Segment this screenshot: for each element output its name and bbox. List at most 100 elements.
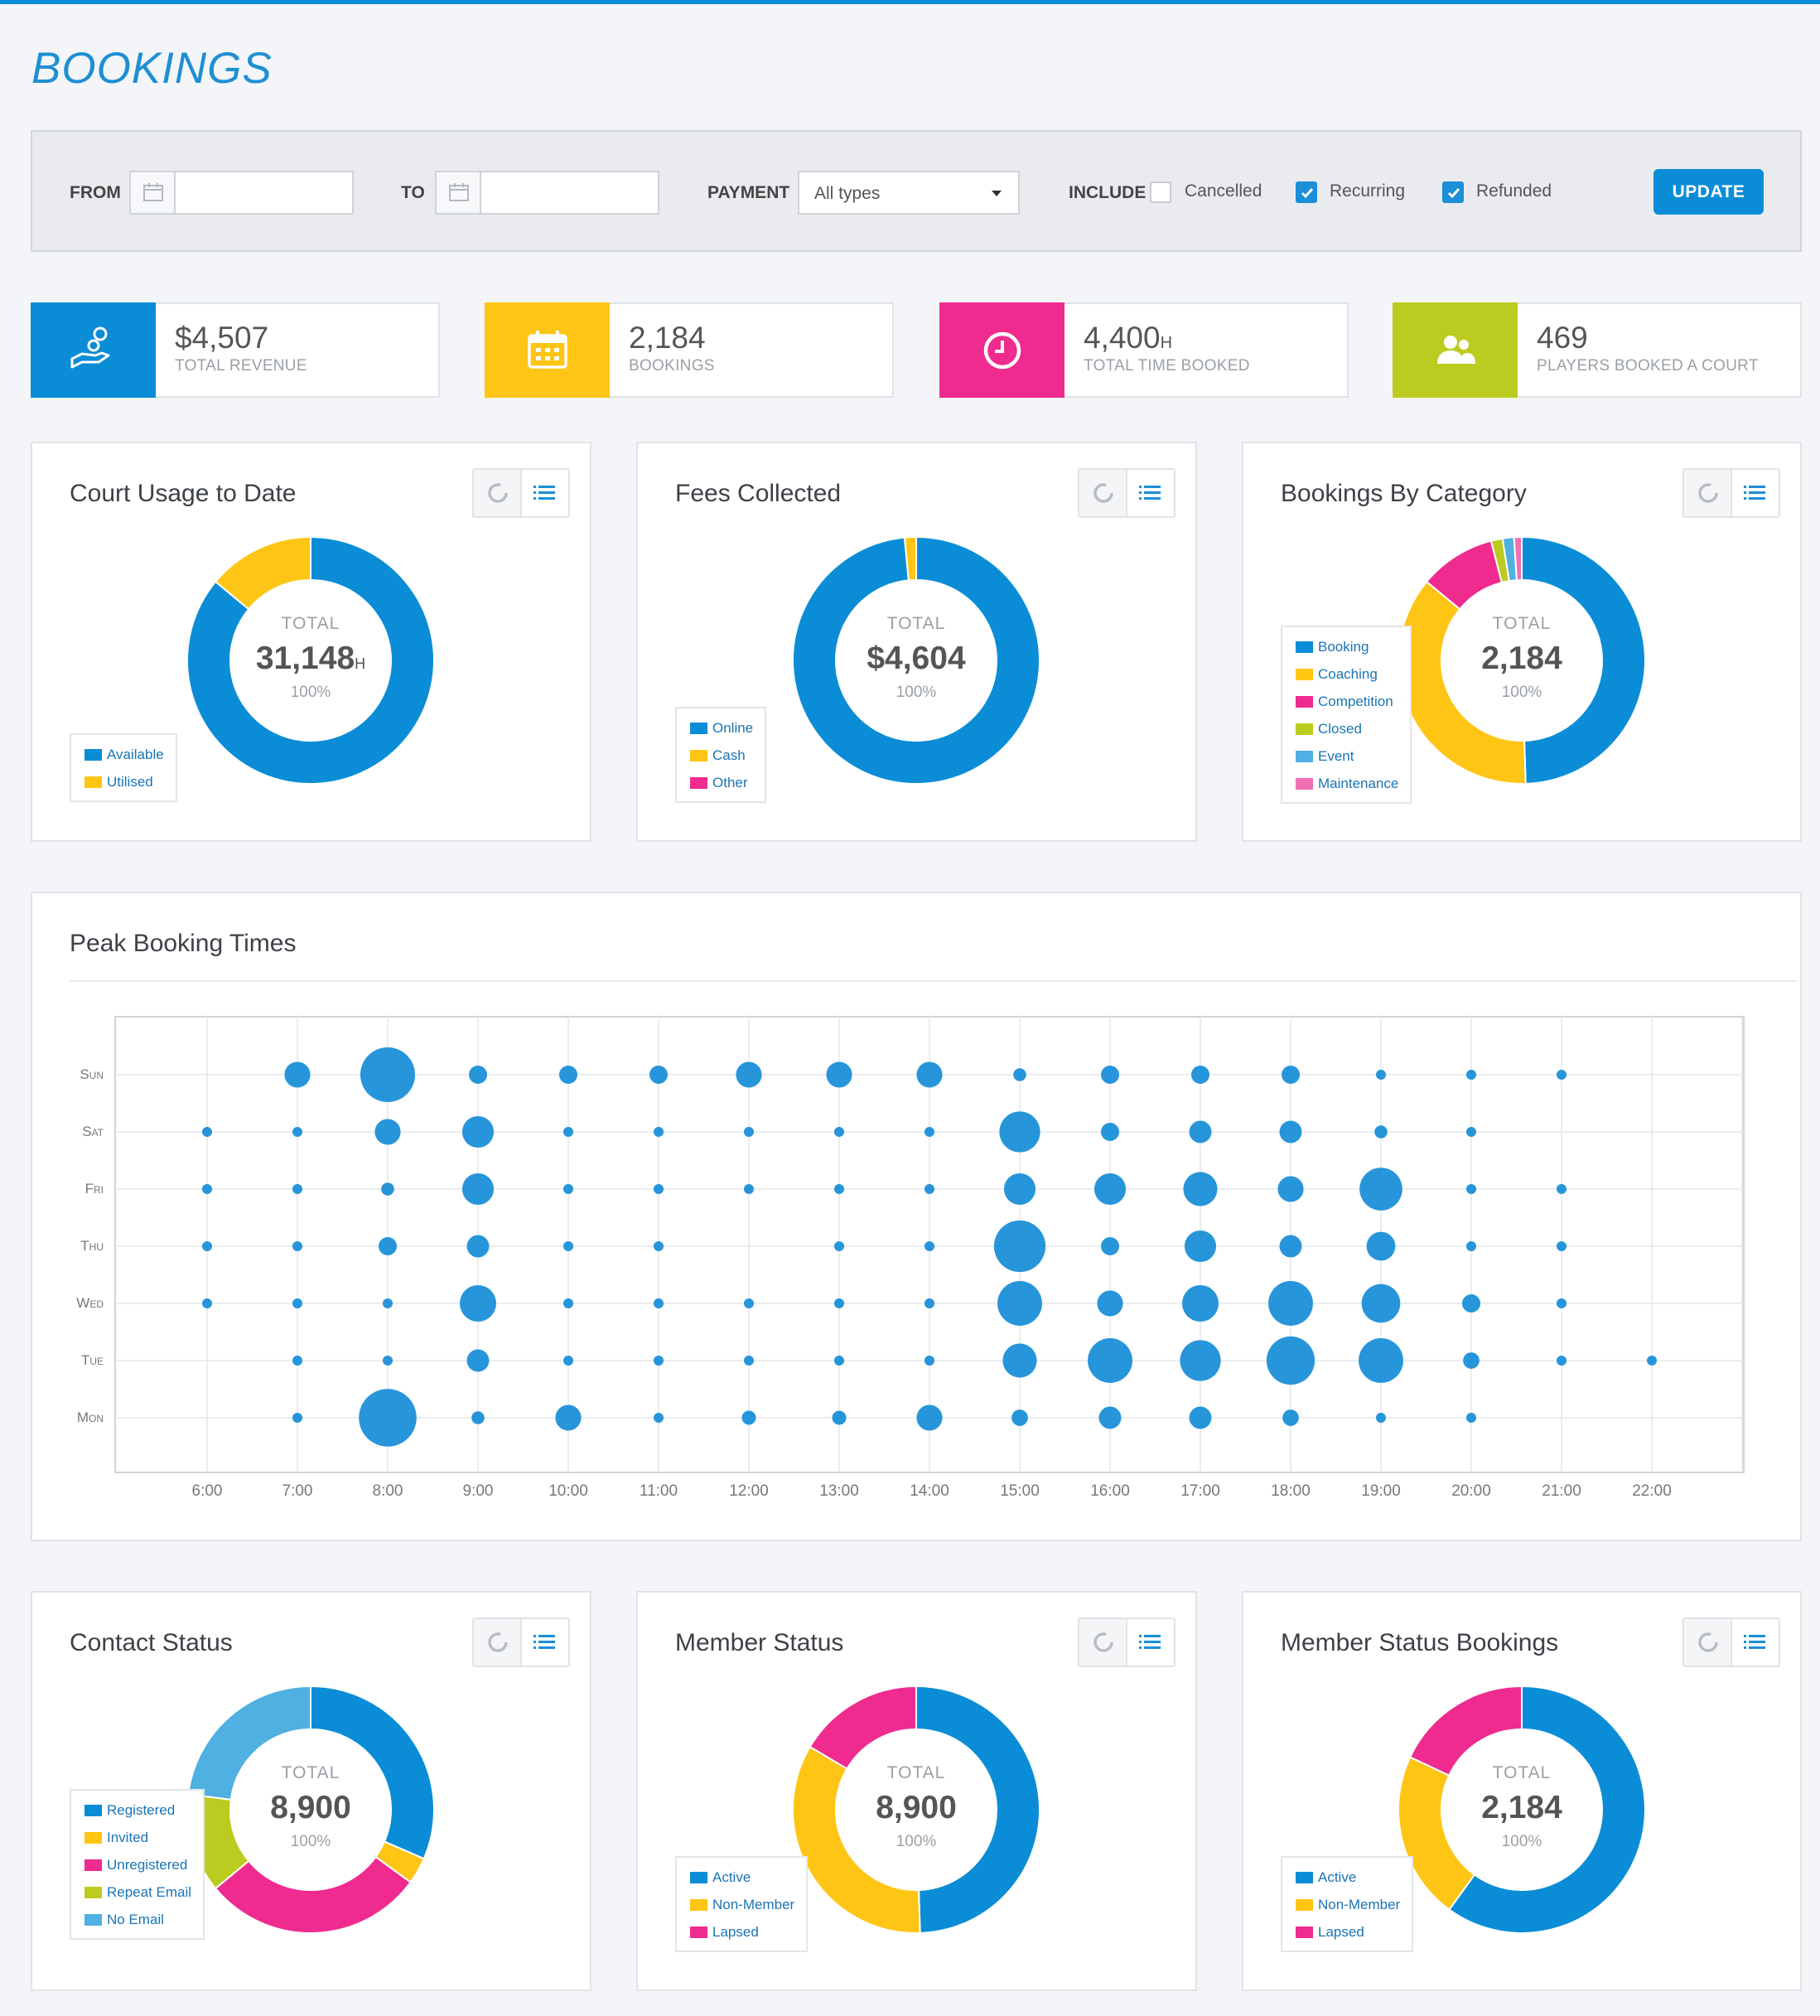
bubble-point[interactable] [292, 1183, 303, 1195]
refresh-icon[interactable] [1684, 1619, 1732, 1665]
bubble-point[interactable] [382, 1298, 393, 1309]
legend-item-competition[interactable]: Competition [1296, 688, 1398, 715]
bubble-point[interactable] [1465, 1069, 1477, 1081]
bubble-point[interactable] [562, 1126, 574, 1138]
bubble-point[interactable] [924, 1183, 935, 1195]
refresh-icon[interactable] [1684, 470, 1732, 516]
slice-active[interactable] [915, 1685, 1040, 1934]
bubble-point[interactable] [1013, 1068, 1026, 1081]
bubble-point[interactable] [284, 1061, 311, 1088]
bubble-point[interactable] [1097, 1290, 1123, 1317]
legend-item-active[interactable]: Active [1296, 1864, 1400, 1891]
bubble-point[interactable] [1556, 1240, 1567, 1252]
bubble-point[interactable] [1375, 1069, 1387, 1081]
bubble-point[interactable] [924, 1355, 935, 1366]
slice-booking[interactable] [1521, 535, 1646, 785]
bubble-point[interactable] [1180, 1340, 1221, 1381]
legend-item-maintenance[interactable]: Maintenance [1296, 770, 1398, 797]
bubble-point[interactable] [1465, 1126, 1477, 1138]
legend-item-booking[interactable]: Booking [1296, 633, 1398, 660]
bubble-point[interactable] [461, 1115, 495, 1148]
bubble-point[interactable] [833, 1355, 845, 1366]
slice-non-member[interactable] [792, 1745, 921, 1934]
bubble-point[interactable] [833, 1126, 845, 1138]
bubble-point[interactable] [1093, 1172, 1127, 1206]
legend-item-non-member[interactable]: Non-Member [690, 1891, 794, 1918]
legend-item-registered[interactable]: Registered [84, 1796, 191, 1824]
bubble-point[interactable] [466, 1235, 490, 1258]
bubble-point[interactable] [1282, 1066, 1300, 1084]
update-button[interactable]: UPDATE [1653, 169, 1764, 215]
bubble-point[interactable] [653, 1240, 664, 1252]
recurring-checkbox[interactable] [1296, 181, 1317, 203]
legend-item-repeat-email[interactable]: Repeat Email [84, 1878, 191, 1906]
bubble-point[interactable] [201, 1240, 213, 1252]
from-date-input[interactable] [129, 171, 354, 215]
bubble-point[interactable] [741, 1410, 756, 1425]
bubble-point[interactable] [653, 1126, 664, 1138]
slice-lapsed[interactable] [809, 1685, 917, 1770]
bubble-point[interactable] [653, 1183, 664, 1195]
bubble-point[interactable] [201, 1298, 213, 1309]
bubble-point[interactable] [360, 1047, 415, 1102]
bubble-point[interactable] [1182, 1285, 1219, 1322]
bubble-point[interactable] [1002, 1343, 1037, 1378]
legend-item-coaching[interactable]: Coaching [1296, 660, 1398, 688]
bubble-point[interactable] [997, 1281, 1042, 1326]
bubble-point[interactable] [1556, 1298, 1567, 1309]
bubble-point[interactable] [1003, 1172, 1036, 1206]
legend-item-closed[interactable]: Closed [1296, 715, 1398, 742]
bubble-point[interactable] [1361, 1284, 1401, 1323]
bubble-point[interactable] [833, 1298, 845, 1309]
bubble-point[interactable] [743, 1126, 755, 1138]
bubble-point[interactable] [374, 1119, 401, 1145]
bubble-point[interactable] [916, 1404, 943, 1431]
bubble-point[interactable] [381, 1182, 394, 1196]
legend-item-other[interactable]: Other [690, 769, 753, 796]
slice-online[interactable] [792, 535, 1040, 785]
legend-item-non-member[interactable]: Non-Member [1296, 1891, 1400, 1918]
bubble-point[interactable] [201, 1126, 213, 1138]
bubble-point[interactable] [832, 1410, 847, 1425]
bubble-point[interactable] [653, 1355, 664, 1366]
bubble-point[interactable] [1184, 1230, 1217, 1263]
slice-unregistered[interactable] [214, 1855, 412, 1934]
legend-item-no-email[interactable]: No Email [84, 1906, 191, 1933]
bubble-point[interactable] [1465, 1240, 1477, 1252]
bubble-point[interactable] [1191, 1066, 1209, 1084]
slice-utilised[interactable] [214, 535, 311, 611]
legend-item-lapsed[interactable]: Lapsed [1296, 1918, 1400, 1946]
bubble-point[interactable] [1465, 1412, 1477, 1424]
bubble-point[interactable] [1282, 1409, 1299, 1426]
bubble-point[interactable] [562, 1298, 574, 1309]
bubble-point[interactable] [471, 1411, 485, 1424]
bubble-point[interactable] [826, 1061, 852, 1088]
bubble-point[interactable] [924, 1240, 935, 1252]
bubble-point[interactable] [1098, 1406, 1122, 1429]
payment-select[interactable]: All types [798, 171, 1020, 215]
bubble-point[interactable] [916, 1061, 943, 1088]
bubble-point[interactable] [1462, 1294, 1480, 1313]
bubble-point[interactable] [466, 1349, 490, 1372]
bubble-point[interactable] [1359, 1168, 1402, 1211]
bubble-point[interactable] [359, 1389, 417, 1447]
refunded-checkbox[interactable] [1442, 181, 1464, 203]
bubble-point[interactable] [1556, 1355, 1567, 1366]
bubble-point[interactable] [1375, 1412, 1387, 1424]
bubble-point[interactable] [1183, 1172, 1218, 1206]
bubble-point[interactable] [1366, 1231, 1396, 1261]
bubble-point[interactable] [1279, 1120, 1302, 1143]
bubble-point[interactable] [382, 1355, 393, 1366]
bubble-point[interactable] [292, 1298, 303, 1309]
bubble-point[interactable] [1277, 1176, 1304, 1202]
bubble-point[interactable] [1189, 1406, 1212, 1429]
bubble-point[interactable] [562, 1355, 574, 1366]
refresh-icon[interactable] [1079, 470, 1127, 516]
bubble-point[interactable] [1463, 1352, 1480, 1369]
legend-item-available[interactable]: Available [84, 741, 164, 768]
bubble-point[interactable] [1101, 1123, 1119, 1141]
bubble-point[interactable] [559, 1066, 577, 1084]
legend-item-online[interactable]: Online [690, 714, 753, 742]
bubble-point[interactable] [292, 1412, 303, 1424]
bubble-point[interactable] [461, 1172, 495, 1206]
